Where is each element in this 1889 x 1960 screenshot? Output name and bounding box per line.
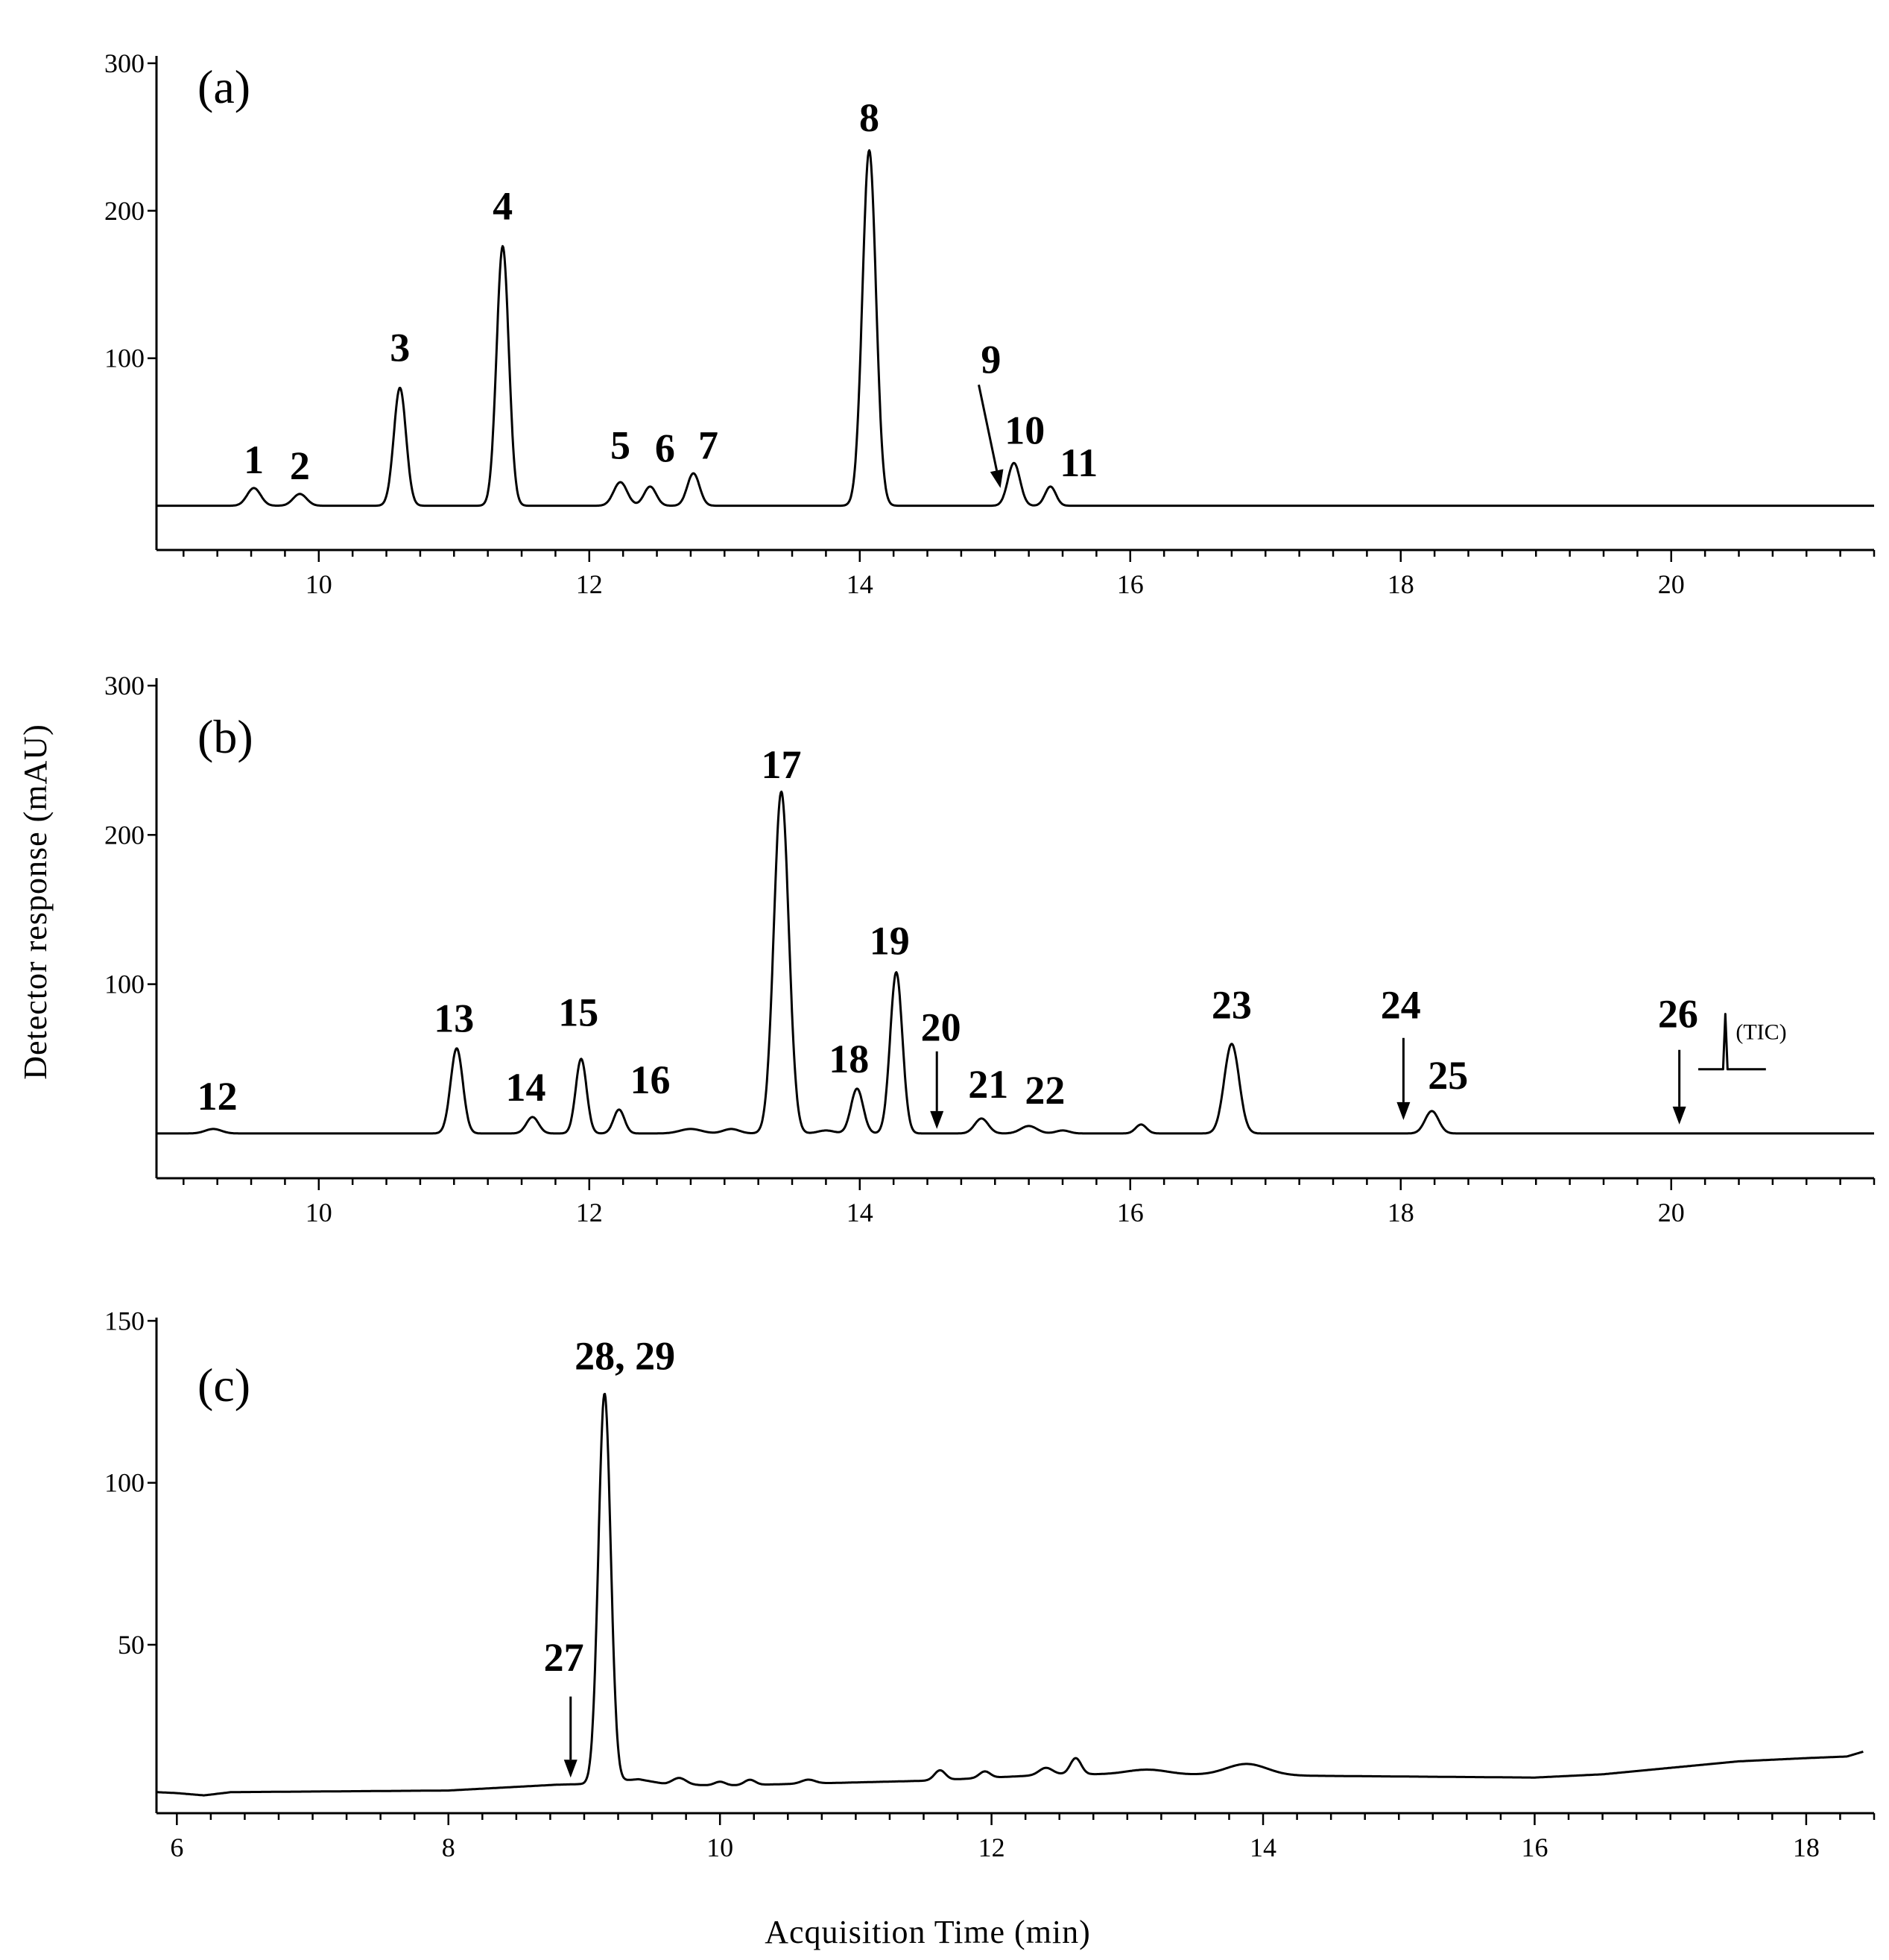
y-tick-label: 100 [104, 1468, 145, 1498]
x-tick-label: 14 [1250, 1833, 1276, 1862]
peak-arrow [1396, 1037, 1411, 1120]
panel-label: (b) [197, 710, 253, 763]
chromatogram-trace [156, 1392, 1864, 1797]
y-tick-label: 300 [104, 671, 145, 701]
peak-arrow [1672, 1049, 1686, 1125]
peak-arrow [563, 1696, 578, 1778]
peak-label-25: 25 [1428, 1053, 1468, 1098]
y-tick-label: 100 [104, 970, 145, 999]
x-axis-title: Acquisition Time (min) [765, 1914, 1091, 1950]
x-tick-label: 14 [847, 569, 873, 599]
peak-arrow [930, 1051, 944, 1129]
peak-label-26: 26 [1658, 992, 1698, 1037]
chromatogram-trace [156, 149, 1875, 508]
x-tick-label: 18 [1388, 1198, 1414, 1227]
peak-label-27: 27 [544, 1635, 584, 1680]
x-tick-label: 12 [576, 1198, 603, 1227]
peak-arrow [978, 385, 1004, 488]
panel-c: 6 8 10 12 14 16 18 50 100 150 (c) 27 28, 29 [104, 1306, 1876, 1862]
peak-label-28-29: 28, 29 [575, 1334, 675, 1379]
x-tick-label: 18 [1793, 1833, 1820, 1862]
panel-b: 10 12 14 16 18 20 100 200 300 (b) (TIC) 12 13 14 15 16 1… [104, 671, 1876, 1227]
peak-label-4: 4 [493, 184, 513, 229]
peak-label-10: 10 [1004, 408, 1045, 453]
peak-label-5: 5 [610, 423, 630, 467]
x-tick-label: 16 [1117, 1198, 1144, 1227]
peak-label-7: 7 [698, 423, 718, 467]
y-tick-label: 300 [104, 48, 145, 78]
x-tick-label: 10 [306, 569, 332, 599]
peak-label-23: 23 [1212, 983, 1252, 1028]
tic-label: (TIC) [1735, 1020, 1786, 1045]
x-tick-label: 16 [1521, 1833, 1548, 1862]
x-tick-label: 20 [1658, 1198, 1685, 1227]
peak-label-12: 12 [197, 1074, 238, 1119]
peak-label-3: 3 [390, 326, 410, 370]
peak-label-24: 24 [1381, 983, 1421, 1028]
x-tick-label: 20 [1658, 569, 1685, 599]
peak-label-6: 6 [655, 426, 675, 470]
peak-label-22: 22 [1025, 1068, 1065, 1113]
tic-trace [1698, 1013, 1766, 1071]
y-axis-title: Detector response (mAU) [17, 724, 54, 1080]
x-tick-label: 16 [1117, 569, 1144, 599]
tic-inset: (TIC) [1698, 1013, 1787, 1071]
x-tick-label: 8 [442, 1833, 455, 1862]
peak-label-1: 1 [244, 437, 264, 482]
x-tick-label: 10 [306, 1198, 332, 1227]
x-tick-label: 14 [847, 1198, 873, 1227]
peak-label-21: 21 [968, 1062, 1008, 1107]
peak-label-8: 8 [859, 95, 879, 140]
peak-label-2: 2 [290, 443, 310, 488]
peak-label-9: 9 [981, 338, 1001, 382]
y-tick-label: 50 [118, 1630, 145, 1660]
panel-label: (c) [197, 1359, 250, 1411]
panel-label: (a) [197, 60, 250, 113]
peak-label-16: 16 [630, 1058, 670, 1102]
x-tick-label: 10 [706, 1833, 733, 1862]
x-tick-label: 12 [576, 569, 603, 599]
peak-label-18: 18 [829, 1037, 869, 1081]
peak-label-15: 15 [558, 990, 598, 1035]
y-tick-label: 200 [104, 820, 145, 850]
chromatogram-trace [156, 790, 1875, 1135]
peak-label-17: 17 [762, 742, 802, 787]
peak-label-19: 19 [870, 919, 910, 964]
peak-label-14: 14 [505, 1065, 545, 1110]
x-tick-label: 12 [978, 1833, 1005, 1862]
x-tick-label: 6 [170, 1833, 183, 1862]
y-tick-label: 200 [104, 196, 145, 226]
peak-label-11: 11 [1060, 440, 1098, 485]
y-tick-label: 150 [104, 1306, 145, 1335]
peak-label-20: 20 [921, 1005, 961, 1050]
peak-label-13: 13 [434, 996, 474, 1041]
x-tick-label: 18 [1388, 569, 1414, 599]
y-tick-label: 100 [104, 344, 145, 373]
